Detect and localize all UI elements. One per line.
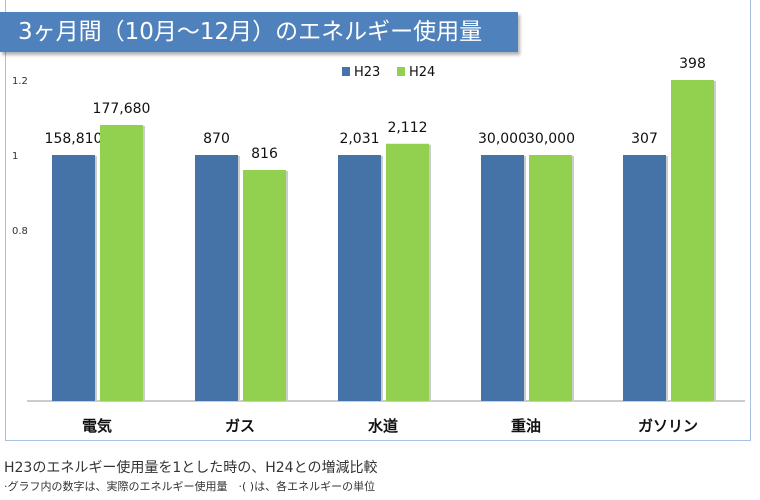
category-label: ガソリン (638, 417, 698, 435)
bar-chart: 1.2 1 0.8 158,810 177,680 電気 870 816 ガス 2,031 2,11… (12, 56, 745, 435)
chart-frame (5, 0, 751, 441)
bar-h23 (52, 155, 95, 401)
chart-title: 3ヶ月間（10月〜12月）のエネルギー使用量 (0, 12, 518, 52)
data-label: 870 (203, 131, 230, 147)
data-label: 158,810 (45, 131, 103, 147)
data-label: 2,112 (387, 120, 427, 136)
category-label: ガス (225, 417, 255, 435)
legend-label: H23 (354, 65, 380, 80)
bar-h24 (529, 155, 572, 401)
y-tick-label: 1.2 (12, 76, 28, 87)
bar-h24 (243, 170, 286, 401)
category-label: 電気 (82, 417, 112, 435)
note-units: ·グラフ内の数字は、実際のエネルギー使用量 ·( )は、各エネルギーの単位 (4, 480, 376, 493)
data-label: 177,680 (93, 101, 151, 117)
category-label: 水道 (368, 417, 398, 435)
note-comparison: H23のエネルギー使用量を1とした時の、H24との増減比較 (4, 460, 378, 476)
bar-h24 (386, 143, 429, 401)
bar-h23 (481, 155, 524, 401)
data-label: 307 (631, 131, 658, 147)
data-label: 30,000 (478, 131, 527, 147)
data-label: 2,031 (339, 131, 379, 147)
data-label: 816 (251, 146, 278, 162)
legend-swatch (397, 67, 405, 76)
data-label: 30,000 (526, 131, 575, 147)
bar-h23 (623, 155, 666, 401)
y-tick-label: 0.8 (12, 226, 28, 237)
bar-h23 (338, 155, 381, 401)
category-label: 重油 (511, 417, 541, 435)
bar-h24 (671, 80, 714, 401)
data-label: 398 (679, 56, 706, 72)
y-tick-label: 1 (12, 151, 18, 162)
legend-swatch (342, 67, 350, 76)
bar-h23 (195, 155, 238, 401)
bar-h24 (100, 125, 143, 401)
legend-label: H24 (409, 65, 435, 80)
